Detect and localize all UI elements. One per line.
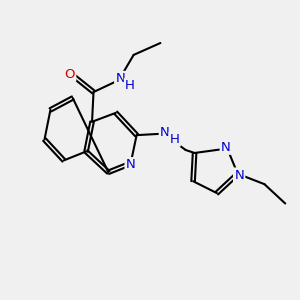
Text: N: N: [221, 140, 231, 154]
Text: H: H: [125, 79, 135, 92]
Text: N: N: [116, 72, 125, 85]
Text: H: H: [170, 133, 180, 146]
Text: N: N: [234, 169, 244, 182]
Text: N: N: [126, 158, 136, 171]
Text: O: O: [64, 68, 75, 81]
Text: N: N: [160, 126, 170, 139]
